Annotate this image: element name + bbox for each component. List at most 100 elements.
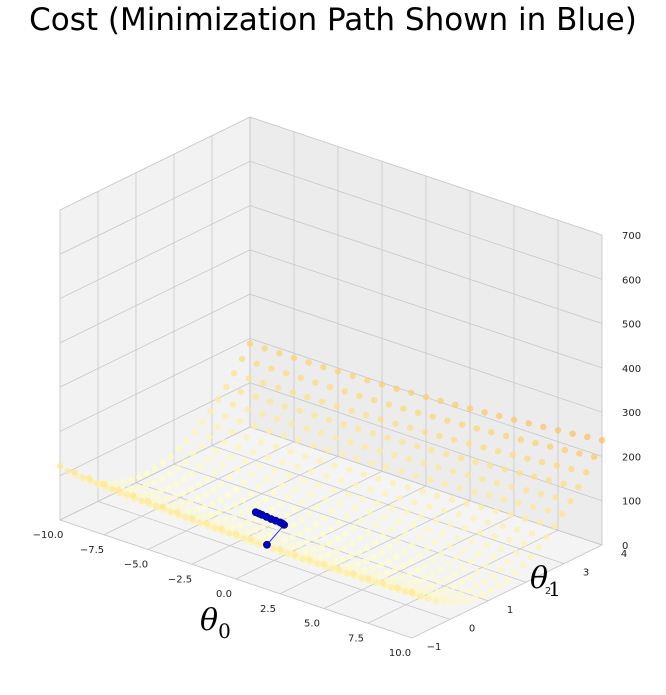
surface-point (244, 528, 251, 535)
surface-point (426, 503, 433, 510)
surface-point (253, 515, 260, 523)
surface-point (511, 569, 519, 577)
surface-point (210, 486, 217, 493)
surface-point (387, 583, 394, 591)
surface-point (193, 506, 200, 513)
surface-point (289, 534, 296, 541)
surface-point (385, 401, 392, 408)
surface-point (473, 425, 480, 432)
surface-point (433, 492, 441, 499)
surface-point (475, 550, 483, 558)
surface-point (196, 463, 204, 471)
surface-point (252, 393, 259, 400)
surface-point (554, 427, 562, 434)
surface-point (229, 401, 237, 408)
surface-point (165, 484, 172, 492)
surface-point (455, 511, 462, 518)
surface-point (181, 476, 188, 483)
surface-point (261, 345, 268, 352)
surface-point (273, 538, 280, 545)
surface-point (196, 519, 204, 526)
surface-point (267, 398, 274, 405)
surface-point (402, 588, 409, 595)
surface-point (393, 385, 400, 392)
surface-point (219, 461, 226, 469)
surface-point (582, 469, 590, 476)
surface-point (369, 564, 376, 572)
z-tick-label: 0 (622, 541, 628, 552)
surface-point (484, 519, 492, 526)
surface-point (230, 370, 238, 377)
surface-point (233, 485, 240, 493)
surface-point (482, 562, 489, 569)
minimization-path (251, 508, 289, 549)
path-point (251, 508, 260, 517)
surface-point (304, 538, 311, 546)
surface-point (215, 396, 222, 403)
surface-point (304, 393, 311, 401)
surface-point (281, 536, 288, 544)
surface-point (216, 509, 223, 516)
surface-point (311, 535, 319, 542)
surface-point (358, 574, 365, 581)
surface-point (481, 409, 488, 416)
surface-point (274, 384, 282, 392)
surface-point (434, 588, 442, 596)
x-tick-label: −5.0 (124, 560, 148, 571)
surface-point (271, 468, 278, 475)
surface-point (561, 446, 568, 454)
z-tick-label: 100 (622, 497, 641, 508)
surface-point (115, 486, 122, 494)
surface-point (320, 560, 328, 568)
surface-point (405, 456, 413, 463)
surface-point (344, 491, 352, 498)
surface-point (438, 550, 445, 557)
surface-point (514, 526, 521, 534)
surface-point (246, 506, 253, 514)
surface-point (384, 569, 391, 576)
surface-point (406, 570, 414, 578)
surface-point (420, 584, 427, 591)
surface-point (408, 389, 415, 396)
surface-point (465, 587, 472, 594)
surface-point (170, 502, 178, 509)
surface-point (331, 462, 338, 469)
surface-point (237, 388, 245, 395)
surface-point (203, 475, 211, 483)
surface-point (317, 429, 325, 437)
path-point (263, 540, 271, 549)
surface-point (348, 407, 355, 414)
surface-point (443, 575, 451, 582)
surface-point (204, 456, 212, 463)
surface-point (164, 495, 171, 502)
surface-point (123, 491, 130, 498)
surface-point (322, 495, 329, 503)
surface-point (284, 550, 292, 557)
surface-point (266, 531, 274, 539)
surface-point (299, 498, 307, 506)
surface-point (112, 479, 119, 487)
surface-point (182, 458, 189, 466)
surface-point (412, 472, 419, 479)
surface-point (211, 469, 219, 476)
surface-point (262, 495, 269, 503)
surface-point (380, 513, 388, 520)
surface-point (427, 476, 434, 484)
surface-point (341, 544, 348, 552)
surface-point (226, 529, 233, 537)
surface-point (336, 500, 344, 507)
surface-point (130, 492, 137, 499)
surface-point (186, 498, 194, 505)
surface-point (489, 572, 496, 580)
surface-point (544, 507, 551, 514)
y-tick-label: 1 (507, 605, 513, 616)
surface-point (488, 429, 495, 436)
surface-point (134, 484, 142, 491)
surface-point (240, 535, 248, 542)
surface-point (348, 553, 355, 560)
surface-point (341, 388, 348, 395)
surface-point (362, 411, 370, 419)
surface-point (477, 504, 485, 511)
surface-point (201, 503, 208, 511)
